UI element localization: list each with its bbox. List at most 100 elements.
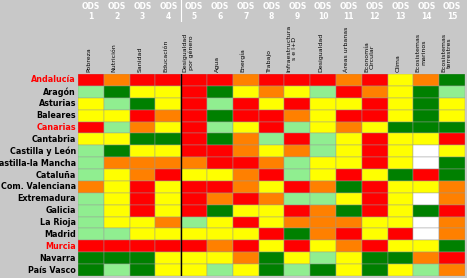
Bar xyxy=(156,252,181,264)
Bar xyxy=(413,145,439,157)
Text: Energía: Energía xyxy=(240,48,246,72)
Bar xyxy=(104,217,130,229)
Bar xyxy=(259,145,284,157)
Bar xyxy=(284,205,310,217)
Bar xyxy=(233,264,259,276)
Text: Galicia: Galicia xyxy=(45,206,76,215)
Bar xyxy=(439,181,465,193)
Bar xyxy=(284,133,310,145)
Text: ODS: ODS xyxy=(417,2,435,11)
Bar xyxy=(388,110,413,121)
Text: ODS: ODS xyxy=(134,2,152,11)
Bar xyxy=(336,169,362,181)
Bar xyxy=(78,133,104,145)
Bar xyxy=(181,110,207,121)
Bar xyxy=(156,193,181,205)
Bar xyxy=(130,98,156,110)
Bar xyxy=(233,193,259,205)
Bar xyxy=(130,240,156,252)
Bar xyxy=(284,181,310,193)
Text: Pobreza: Pobreza xyxy=(86,47,91,72)
Bar xyxy=(388,74,413,86)
Text: ODS: ODS xyxy=(366,2,384,11)
Bar xyxy=(284,98,310,110)
Bar xyxy=(310,217,336,229)
Bar xyxy=(207,98,233,110)
Bar xyxy=(362,86,388,98)
Bar xyxy=(259,181,284,193)
Bar xyxy=(439,133,465,145)
Bar xyxy=(104,264,130,276)
Bar xyxy=(362,74,388,86)
Text: ODS: ODS xyxy=(391,2,410,11)
Bar xyxy=(259,74,284,86)
Text: 12: 12 xyxy=(369,12,380,21)
Bar xyxy=(156,121,181,133)
Bar xyxy=(336,229,362,240)
Text: 15: 15 xyxy=(447,12,457,21)
Bar xyxy=(259,169,284,181)
Bar xyxy=(207,133,233,145)
Bar xyxy=(104,98,130,110)
Bar xyxy=(104,205,130,217)
Text: ODS: ODS xyxy=(288,2,306,11)
Text: ODS: ODS xyxy=(107,2,126,11)
Bar xyxy=(78,252,104,264)
Bar xyxy=(181,240,207,252)
Bar xyxy=(130,145,156,157)
Bar xyxy=(156,264,181,276)
Bar xyxy=(130,252,156,264)
Bar xyxy=(78,205,104,217)
Bar xyxy=(181,86,207,98)
Text: Ecosistemas
marinos: Ecosistemas marinos xyxy=(416,33,426,72)
Bar xyxy=(156,157,181,169)
Text: 3: 3 xyxy=(140,12,145,21)
Bar xyxy=(388,86,413,98)
Bar xyxy=(284,145,310,157)
Bar xyxy=(207,181,233,193)
Bar xyxy=(310,264,336,276)
Bar xyxy=(207,169,233,181)
Bar xyxy=(336,157,362,169)
Bar xyxy=(259,264,284,276)
Bar xyxy=(413,86,439,98)
Bar xyxy=(233,181,259,193)
Bar xyxy=(284,264,310,276)
Bar xyxy=(284,121,310,133)
Bar xyxy=(362,121,388,133)
Bar xyxy=(259,205,284,217)
Bar xyxy=(388,98,413,110)
Bar xyxy=(233,169,259,181)
Bar xyxy=(388,264,413,276)
Bar xyxy=(130,133,156,145)
Bar xyxy=(130,121,156,133)
Bar xyxy=(310,205,336,217)
Bar xyxy=(78,169,104,181)
Bar xyxy=(207,110,233,121)
Text: Ecosistemas
terrestres: Ecosistemas terrestres xyxy=(441,33,452,72)
Bar xyxy=(439,252,465,264)
Bar xyxy=(130,181,156,193)
Bar xyxy=(362,240,388,252)
Bar xyxy=(439,205,465,217)
Text: Baleares: Baleares xyxy=(36,111,76,120)
Text: Clima: Clima xyxy=(396,54,401,72)
Bar xyxy=(362,205,388,217)
Bar xyxy=(78,193,104,205)
Bar xyxy=(104,110,130,121)
Bar xyxy=(413,110,439,121)
Bar xyxy=(388,217,413,229)
Bar xyxy=(181,205,207,217)
Text: Extremadura: Extremadura xyxy=(17,194,76,203)
Bar xyxy=(259,240,284,252)
Bar xyxy=(413,252,439,264)
Text: ODS: ODS xyxy=(159,2,177,11)
Bar xyxy=(104,74,130,86)
Bar xyxy=(78,217,104,229)
Bar xyxy=(284,74,310,86)
Bar xyxy=(336,205,362,217)
Bar xyxy=(233,98,259,110)
Bar xyxy=(259,217,284,229)
Text: Cantabria: Cantabria xyxy=(32,135,76,144)
Bar xyxy=(413,181,439,193)
